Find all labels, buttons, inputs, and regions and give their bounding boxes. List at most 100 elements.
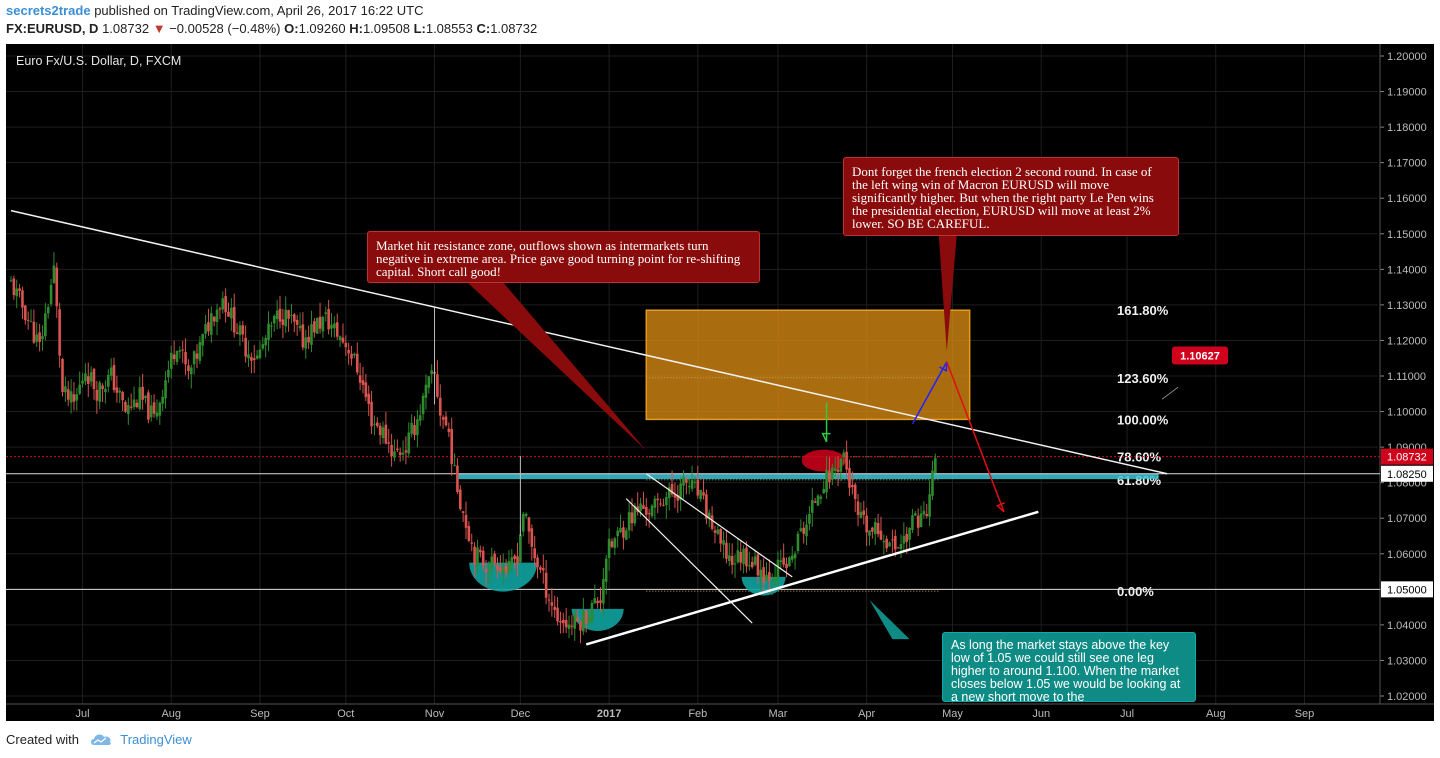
candle-body (519, 534, 522, 563)
candle-body (181, 349, 185, 351)
candle-body (484, 568, 488, 573)
red-down-arrow (946, 361, 1005, 513)
candle-body (810, 499, 814, 513)
green-down-arrow-head (821, 432, 831, 443)
candle-body (212, 316, 216, 322)
candle-body (813, 501, 817, 503)
election-note: Dont forget the french election 2 second… (852, 164, 1154, 231)
candle-body (644, 506, 648, 515)
candle-body (799, 528, 803, 532)
candle-body (819, 496, 823, 499)
candle-body (393, 451, 396, 458)
candle-body (172, 354, 176, 360)
resistance-zone (457, 473, 1159, 480)
candle-body (215, 309, 219, 322)
fib-level-label: 78.60% (1117, 450, 1162, 465)
candle-body (461, 511, 465, 513)
candle-body (9, 280, 13, 282)
chart-area[interactable]: 1.02000 1.03000 1.04000 1.05000 1.06000 1.070… (6, 44, 1434, 721)
candle-body (78, 384, 81, 394)
candle-body (587, 617, 591, 622)
candle-body (441, 417, 445, 420)
x-tick-label: 2017 (597, 708, 621, 720)
candle-body (499, 567, 502, 572)
candle-body (879, 530, 883, 540)
candle-body (29, 321, 33, 323)
candle-body (836, 469, 840, 472)
red-ellipse-marker (801, 449, 846, 472)
candle-body (527, 517, 531, 532)
y-tick-label: 1.16000 (1387, 193, 1427, 205)
candle-body (106, 374, 110, 387)
candle-body (132, 399, 136, 408)
candle-body (384, 424, 388, 444)
chart-canvas[interactable]: 1.02000 1.03000 1.04000 1.05000 1.06000 1.070… (6, 44, 1434, 721)
candle-body (479, 549, 482, 553)
candle-body (627, 512, 631, 531)
candle-body (805, 524, 808, 537)
channel-upper-line (645, 473, 793, 578)
long-downtrend-line (10, 209, 1168, 475)
candle-body (539, 567, 542, 570)
candle-body (788, 557, 791, 567)
candle-body (501, 567, 505, 573)
candle-body (667, 487, 671, 499)
candle-body (530, 528, 534, 547)
candle-body (89, 372, 93, 382)
candle-body (882, 541, 886, 543)
candle-body (885, 538, 888, 549)
candle-body (842, 452, 846, 458)
candle-body (481, 550, 485, 566)
candle-body (61, 358, 64, 393)
candle-body (407, 432, 411, 454)
candle-body (207, 322, 210, 332)
candle-body (235, 332, 239, 334)
candle-body (808, 513, 811, 524)
candle-body (301, 324, 305, 348)
candle-body (613, 538, 617, 548)
candle-body (232, 306, 236, 333)
candle-body (267, 323, 270, 340)
candle-body (290, 315, 293, 317)
candle-body (650, 505, 654, 517)
candle-body (604, 558, 608, 582)
candle-body (584, 610, 588, 624)
candle-body (149, 405, 153, 418)
candle-body (473, 546, 476, 565)
x-tick-label: Aug (161, 708, 181, 720)
candle-body (250, 356, 253, 361)
candle-body (46, 306, 50, 314)
candle-body (639, 503, 642, 512)
candle-body (270, 325, 273, 327)
candle-body (753, 556, 757, 565)
candle-body (378, 425, 382, 436)
candle-body (49, 284, 53, 305)
candle-body (619, 527, 622, 533)
axis-price-label: 1.08250 (1387, 469, 1427, 481)
candle-body (716, 529, 720, 534)
candle-body (281, 319, 285, 325)
candle-body (848, 467, 851, 488)
tradingview-link[interactable]: TradingView (120, 732, 192, 747)
candle-body (541, 568, 545, 571)
candle-body (493, 553, 496, 564)
candle-body (92, 368, 96, 390)
x-tick-label: Aug (1206, 708, 1226, 720)
axis-price-label: 1.08732 (1387, 452, 1427, 464)
candle-body (859, 511, 863, 518)
candle-body (421, 395, 425, 415)
candle-body (687, 486, 691, 488)
y-tick-label: 1.07000 (1387, 513, 1427, 525)
low-value: 1.08553 (425, 21, 473, 36)
candle-body (201, 333, 205, 346)
candle-body (510, 557, 514, 565)
candle-body (913, 513, 917, 516)
candle-body (101, 385, 104, 390)
candle-body (793, 553, 797, 559)
candle-body (919, 513, 923, 528)
candle-body (862, 510, 866, 515)
candle-body (298, 325, 302, 329)
candle-body (656, 498, 660, 501)
author-link[interactable]: secrets2trade (6, 3, 91, 18)
candle-body (851, 485, 854, 488)
